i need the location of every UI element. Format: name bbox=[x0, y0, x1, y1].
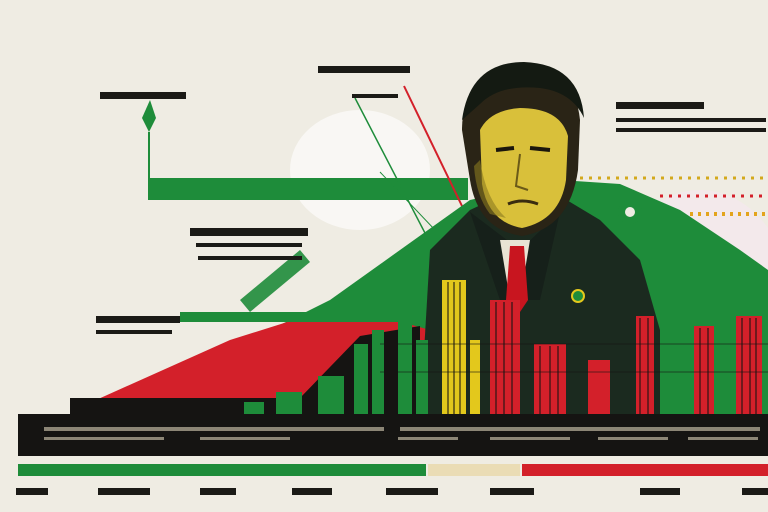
hair bbox=[462, 62, 584, 120]
location-marker-icon bbox=[142, 100, 156, 132]
bar bbox=[398, 318, 412, 416]
bar bbox=[636, 316, 654, 416]
band-text-placeholder bbox=[44, 427, 760, 440]
green-band bbox=[148, 178, 468, 200]
bar bbox=[588, 360, 610, 416]
bar bbox=[354, 344, 368, 416]
data-band bbox=[18, 414, 768, 456]
bar-stripes bbox=[447, 282, 757, 414]
bar bbox=[244, 402, 264, 416]
bar bbox=[490, 300, 520, 416]
bottom-bar-red bbox=[522, 464, 768, 476]
green-ridge bbox=[240, 250, 310, 312]
bar bbox=[372, 330, 384, 416]
bar bbox=[276, 392, 302, 416]
cheek-shadow bbox=[474, 160, 506, 218]
dotted-rows bbox=[580, 176, 768, 216]
face bbox=[480, 108, 568, 228]
pseudo-labels bbox=[16, 66, 768, 495]
bar bbox=[470, 340, 480, 416]
bottom-bar-green bbox=[18, 464, 426, 476]
mouth bbox=[507, 199, 539, 206]
scan-lines bbox=[380, 343, 768, 373]
bottom-bar-cream bbox=[428, 464, 520, 476]
bar bbox=[694, 326, 714, 416]
splash-center bbox=[625, 207, 635, 217]
leader-line-red bbox=[403, 85, 463, 207]
lapel-pin-icon bbox=[571, 289, 585, 303]
bar bbox=[318, 376, 344, 416]
nose bbox=[514, 153, 529, 191]
bar bbox=[416, 340, 428, 416]
green-stripe bbox=[180, 312, 470, 322]
white-glow bbox=[290, 110, 430, 230]
eyes bbox=[495, 146, 551, 152]
bar bbox=[736, 316, 762, 416]
